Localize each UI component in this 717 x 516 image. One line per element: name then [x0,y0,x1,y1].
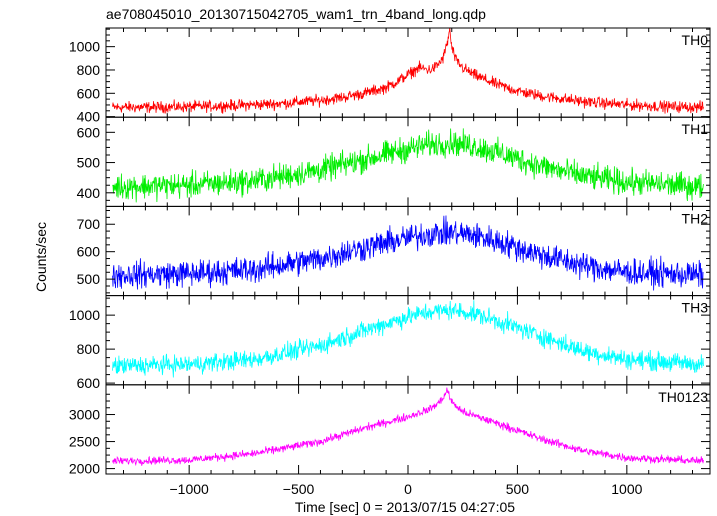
panel-frame [105,116,711,207]
panel-label: TH0 [682,32,709,48]
x-tick-label: 500 [506,481,530,497]
y-tick-label: 1000 [69,39,100,55]
y-tick-label: 2000 [69,461,100,477]
x-axis-title: Time [sec] 0 = 2013/07/15 04:27:05 [295,499,515,515]
x-tick-label: 0 [404,481,412,497]
x-tick-label: −500 [283,481,315,497]
y-tick-label: 400 [77,109,101,125]
y-tick-label: 500 [77,155,101,171]
y-tick-label: 700 [77,216,101,232]
panel-label: TH2 [682,210,709,226]
x-tick-label: −1000 [169,481,209,497]
panel-th3: 600 800 1000 TH3 [69,295,711,391]
panel-label: TH0123 [658,389,708,405]
y-tick-label: 3000 [69,407,100,423]
x-tick-label: 1000 [611,481,642,497]
y-tick-label: 600 [77,244,101,260]
y-tick-label: 1000 [69,307,100,323]
y-tick-label: 600 [77,124,101,140]
chart-title: ae708045010_20130715042705_wam1_trn_4ban… [106,6,486,22]
y-tick-label: 800 [77,62,101,78]
y-tick-label: 500 [77,271,101,287]
panel-frame [105,205,711,297]
series-th1 [112,128,704,203]
series-th0 [112,28,704,114]
panel-frame [105,384,711,475]
panel-th2: 500 600 700 TH2 [77,205,711,297]
y-tick-label: 400 [77,185,101,201]
y-tick-label: 2500 [69,434,100,450]
series-th0123 [112,387,704,467]
panel-th0: 400 600 800 1000 TH0 [69,27,711,125]
panel-th0123: 2000 2500 3000 TH0123 [69,384,711,477]
x-axis: −1000 −500 0 500 1000 [169,481,642,497]
panel-label: TH1 [682,121,709,137]
panel-label: TH3 [682,300,709,316]
y-tick-label: 600 [77,85,101,101]
series-th3 [112,300,704,378]
y-axis-title: Counts/sec [33,222,49,292]
y-tick-label: 800 [77,341,101,357]
series-th2 [112,215,704,291]
y-tick-label: 600 [77,375,101,391]
panel-th1: 400 500 600 TH1 [77,116,711,207]
